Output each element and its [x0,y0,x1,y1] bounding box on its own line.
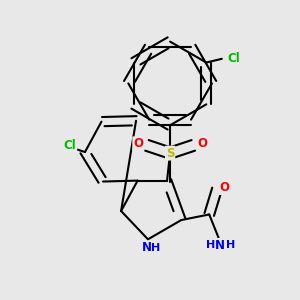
Text: S: S [166,147,174,160]
Text: Cl: Cl [227,52,240,65]
Text: O: O [197,137,207,150]
Text: O: O [133,137,143,150]
Text: H: H [151,243,160,253]
Text: O: O [219,181,230,194]
Text: N: N [141,242,152,254]
Text: N: N [215,239,225,252]
Text: H: H [226,240,235,250]
Text: H: H [206,240,215,250]
Text: Cl: Cl [64,139,76,152]
